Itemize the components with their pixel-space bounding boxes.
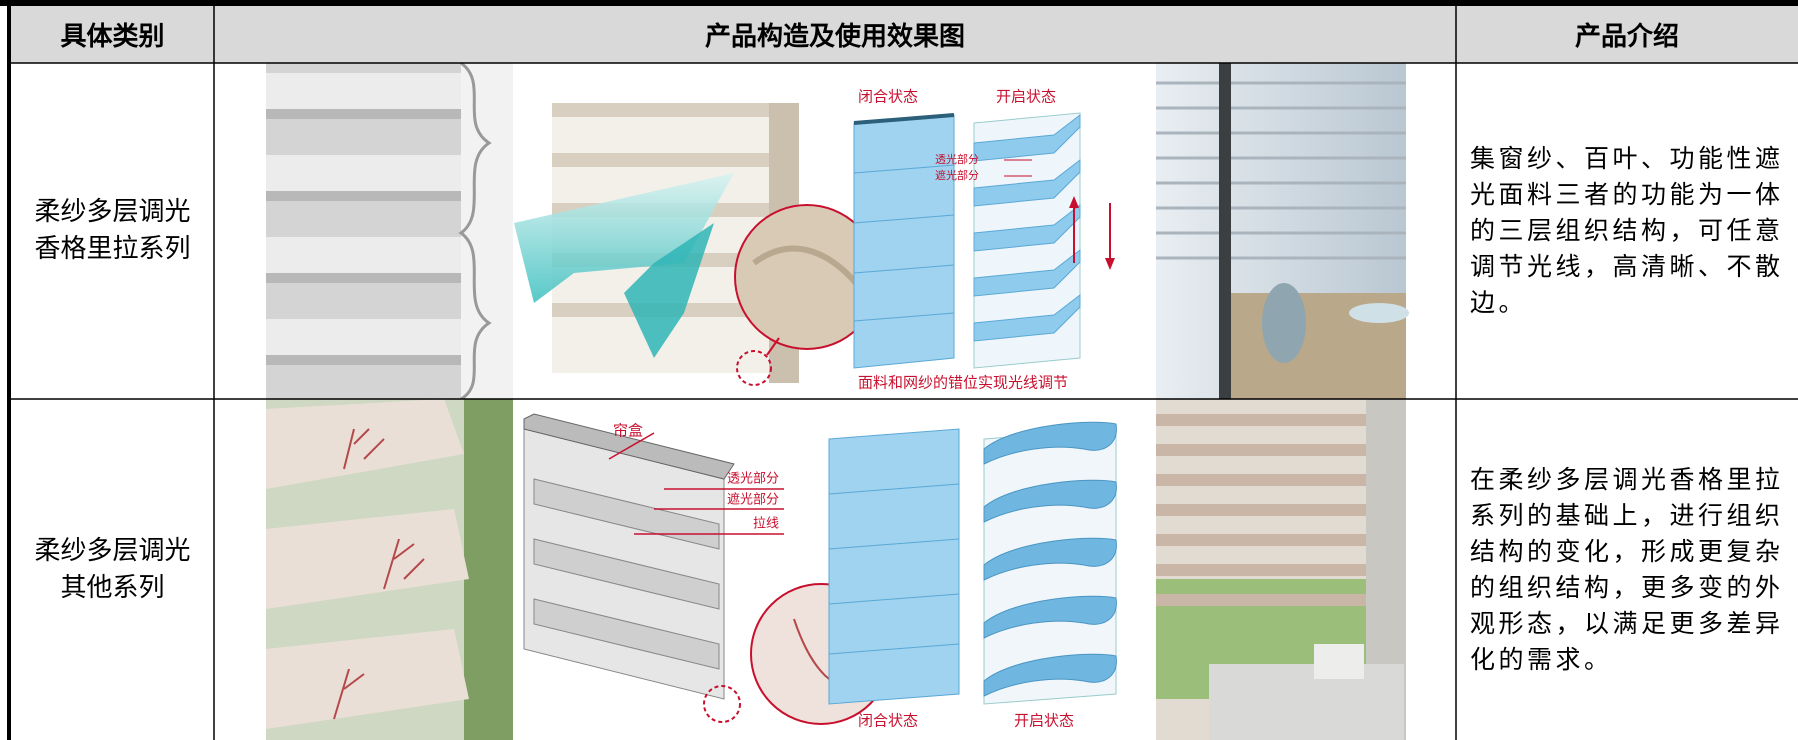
table: [1349, 303, 1409, 323]
fabric-stripes: [266, 399, 469, 729]
figure-label: 开启状态: [1014, 712, 1074, 730]
fabric-curve: [458, 61, 492, 401]
figure-label: 遮光部分: [935, 168, 979, 182]
figure-label: 帘盒: [613, 422, 643, 440]
header-cell: 具体类别: [11, 6, 214, 63]
figure-label: 面料和网纱的错位实现光线调节: [858, 374, 1068, 392]
description: 集窗纱、百叶、功能性遮光面料三者的功能为一体的三层组织结构，可任意调节光线，高清…: [1470, 144, 1784, 317]
description-cell: 在柔纱多层调光香格里拉系列的基础上，进行组织结构的变化，形成更复杂的组织结构，更…: [1456, 399, 1798, 740]
description-cell: 集窗纱、百叶、功能性遮光面料三者的功能为一体的三层组织结构，可任意调节光线，高清…: [1456, 63, 1798, 399]
figure-label: 开启状态: [996, 88, 1056, 106]
description: 在柔纱多层调光香格里拉系列的基础上，进行组织结构的变化，形成更复杂的组织结构，更…: [1470, 464, 1784, 674]
photo-edge: [461, 63, 513, 399]
photo-background: [464, 399, 513, 740]
header-cell: 产品介绍: [1456, 6, 1798, 63]
open-panel: [983, 421, 1117, 705]
figure-label: 透光部分: [727, 472, 779, 487]
fabric-stripes: [266, 73, 461, 355]
closed-panel: [853, 113, 955, 369]
header-text: 产品介绍: [1574, 22, 1679, 52]
figure-label: 透光部分: [935, 152, 979, 166]
figure-label: 拉线: [753, 517, 779, 532]
category-cell: 柔纱多层调光 其他系列: [11, 399, 214, 740]
sofa: [1209, 664, 1404, 740]
header-text: 具体类别: [60, 22, 165, 52]
figure-row: 帘盒 透光部分 遮光部分 拉线 闭合状态 开启状态: [266, 399, 1406, 740]
header-text: 产品构造及使用效果图: [704, 22, 965, 52]
cushion: [1262, 283, 1306, 363]
blind-slats: [1156, 81, 1406, 260]
figure-label: 遮光部分: [727, 492, 779, 508]
header-cell: 产品构造及使用效果图: [214, 6, 1456, 63]
category-line: 其他系列: [60, 572, 165, 603]
figure-label: 闭合状态: [858, 88, 918, 106]
blind-diagram: [514, 103, 880, 386]
category-line: 柔纱多层调光: [34, 197, 191, 227]
blind-slats: [1156, 414, 1366, 606]
category-cell: 柔纱多层调光 香格里拉系列: [11, 63, 214, 399]
category-line: 香格里拉系列: [34, 234, 191, 264]
fabric-stripes: [266, 109, 461, 365]
window-frame: [1219, 63, 1231, 399]
pillow: [1314, 644, 1364, 679]
figure-row: 闭合状态 开启状态 透光部分 遮光部分 面料和网纱的错位实现光线调节: [266, 61, 1409, 401]
figure-label: 闭合状态: [858, 712, 918, 730]
fabric-pattern: [333, 428, 425, 720]
open-panel: [973, 112, 1115, 369]
category-line: 柔纱多层调光: [34, 535, 191, 566]
closed-panel: [828, 428, 960, 705]
